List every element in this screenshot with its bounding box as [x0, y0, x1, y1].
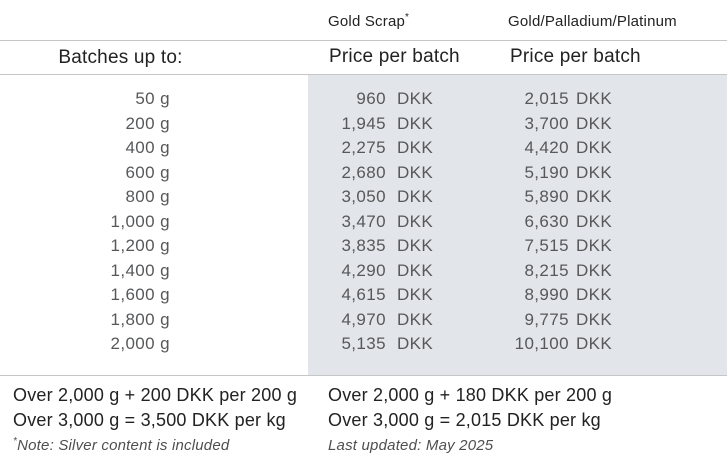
batch-size: 200 g	[125, 113, 170, 133]
gold-palladium-platinum-price: 4,420	[524, 138, 569, 158]
price-columns-background	[308, 75, 727, 375]
gold-scrap-currency-label: DKK	[397, 162, 434, 182]
gold-scrap-price: 3,835	[341, 236, 386, 256]
table-row: 50 g 960 DKK 2,015 DKK	[0, 87, 727, 112]
gold-palladium-platinum-currency-label: DKK	[576, 187, 613, 207]
table-row: 2,000 g 5,135 DKK 10,100 DKK	[0, 332, 727, 357]
gold-palladium-platinum-price: 7,515	[524, 236, 569, 256]
column-header-gold-scrap-text: Gold Scrap	[328, 13, 406, 30]
silver-content-note-text: Note: Silver content is included	[17, 437, 230, 454]
batch-size: 400 g	[125, 138, 170, 158]
gold-scrap-over-2000-rule: Over 2,000 g + 200 DKK per 200 g	[13, 385, 298, 405]
batch-size: 1,400 g	[110, 260, 170, 280]
gold-scrap-currency-label: DKK	[397, 334, 434, 354]
gold-scrap-price: 3,050	[341, 187, 386, 207]
gold-scrap-currency-label: DKK	[397, 285, 434, 305]
gold-scrap-currency-label: DKK	[397, 236, 434, 256]
gold-palladium-platinum-price: 9,775	[524, 309, 569, 329]
gold-palladium-platinum-price: 6,630	[524, 211, 569, 231]
table-row: 400 g 2,275 DKK 4,420 DKK	[0, 136, 727, 161]
gold-palladium-platinum-price: 10,100	[514, 334, 569, 354]
gold-scrap-currency-label: DKK	[397, 138, 434, 158]
gold-palladium-platinum-currency-label: DKK	[576, 260, 613, 280]
divider-header	[0, 74, 727, 75]
price-per-batch-label-gold-palladium-platinum: Price per batch	[510, 46, 641, 67]
gold-palladium-platinum-price: 2,015	[524, 89, 569, 108]
divider-bottom	[0, 375, 727, 376]
price-per-batch-label-gold-scrap: Price per batch	[329, 46, 460, 67]
gold-scrap-price: 960	[356, 89, 386, 108]
batch-size: 2,000 g	[110, 334, 170, 354]
batch-size: 50 g	[135, 89, 170, 108]
table-row: 1,800 g 4,970 DKK 9,775 DKK	[0, 308, 727, 333]
divider-top	[0, 40, 727, 41]
batch-size: 800 g	[125, 187, 170, 207]
gold-scrap-price: 5,135	[341, 334, 386, 354]
gold-scrap-price: 4,970	[341, 309, 386, 329]
gold-scrap-price: 2,680	[341, 162, 386, 182]
gold-scrap-currency-label: DKK	[397, 89, 434, 108]
gold-scrap-currency-label: DKK	[397, 113, 434, 133]
table-body: 50 g 960 DKK 2,015 DKK 200 g 1,945 DKK 3…	[0, 87, 727, 357]
gold-palladium-platinum-price: 5,190	[524, 162, 569, 182]
table-row: 200 g 1,945 DKK 3,700 DKK	[0, 112, 727, 137]
gold-palladium-platinum-currency-label: DKK	[576, 334, 613, 354]
gold-palladium-platinum-currency-label: DKK	[576, 162, 613, 182]
gold-scrap-price: 4,290	[341, 260, 386, 280]
gold-palladium-platinum-price: 8,215	[524, 260, 569, 280]
batch-size: 1,800 g	[110, 309, 170, 329]
silver-content-note: *Note: Silver content is included	[13, 436, 230, 455]
last-updated-label: Last updated: May 2025	[328, 437, 494, 454]
gold-palladium-platinum-currency-label: DKK	[576, 89, 613, 108]
table-row: 1,000 g 3,470 DKK 6,630 DKK	[0, 210, 727, 235]
batch-size: 1,200 g	[110, 236, 170, 256]
gold-scrap-currency-label: DKK	[397, 260, 434, 280]
table-row: 800 g 3,050 DKK 5,890 DKK	[0, 185, 727, 210]
gold-scrap-price: 4,615	[341, 285, 386, 305]
batches-up-to-label: Batches up to:	[58, 47, 183, 68]
gold-scrap-over-3000-rule: Over 3,000 g = 3,500 DKK per kg	[13, 410, 286, 430]
gold-palladium-platinum-currency-label: DKK	[576, 285, 613, 305]
table-row: 1,400 g 4,290 DKK 8,215 DKK	[0, 259, 727, 284]
batch-size: 600 g	[125, 162, 170, 182]
gold-scrap-currency-label: DKK	[397, 211, 434, 231]
batch-size: 1,000 g	[110, 211, 170, 231]
table-row: 1,200 g 3,835 DKK 7,515 DKK	[0, 234, 727, 259]
gold-scrap-price: 3,470	[341, 211, 386, 231]
gold-scrap-currency-label: DKK	[397, 187, 434, 207]
gold-scrap-price: 1,945	[341, 113, 386, 133]
gold-scrap-currency-label: DKK	[397, 309, 434, 329]
table-row: 600 g 2,680 DKK 5,190 DKK	[0, 161, 727, 186]
gold-palladium-platinum-price: 5,890	[524, 187, 569, 207]
footnote-asterisk: *	[405, 12, 410, 23]
gold-palladium-platinum-currency-label: DKK	[576, 211, 613, 231]
gpp-over-3000-rule: Over 3,000 g = 2,015 DKK per kg	[328, 410, 601, 430]
gpp-over-2000-rule: Over 2,000 g + 180 DKK per 200 g	[328, 385, 613, 405]
gold-palladium-platinum-currency-label: DKK	[576, 309, 613, 329]
column-header-gold-palladium-platinum: Gold/Palladium/Platinum	[508, 13, 677, 30]
batch-size: 1,600 g	[110, 285, 170, 305]
gold-palladium-platinum-currency-label: DKK	[576, 113, 613, 133]
gold-palladium-platinum-price: 3,700	[524, 113, 569, 133]
gold-palladium-platinum-currency-label: DKK	[576, 236, 613, 256]
gold-scrap-price: 2,275	[341, 138, 386, 158]
column-header-gold-scrap: Gold Scrap*	[328, 12, 410, 31]
gold-palladium-platinum-price: 8,990	[524, 285, 569, 305]
footnote-asterisk: *	[13, 436, 18, 447]
table-row: 1,600 g 4,615 DKK 8,990 DKK	[0, 283, 727, 308]
gold-palladium-platinum-currency-label: DKK	[576, 138, 613, 158]
